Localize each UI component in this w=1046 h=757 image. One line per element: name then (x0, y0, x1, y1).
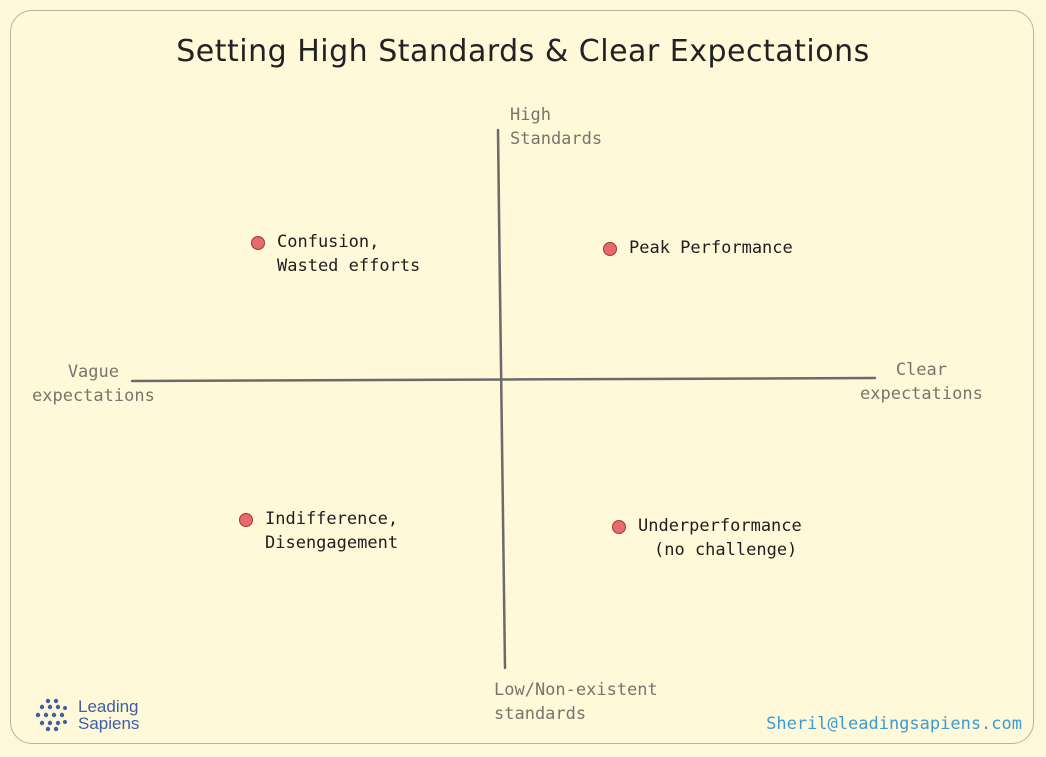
dot-marker (612, 520, 626, 534)
logo-text: Leading Sapiens (78, 697, 140, 733)
axis-label-top: High Standards (510, 105, 603, 149)
dot-marker (239, 513, 253, 527)
axis-label-left: Vague expectations (32, 362, 155, 406)
quadrant-label: Peak Performance (629, 238, 793, 258)
leading-sapiens-logo: Leading Sapiens (34, 697, 139, 733)
contact-email[interactable]: Sheril@leadingsapiens.com (766, 714, 1022, 734)
dot-marker (251, 236, 265, 250)
dot-grid-icon (35, 698, 67, 732)
axis-label-bottom: Low/Non-existent standards (494, 680, 658, 724)
dot-marker (603, 242, 617, 256)
quadrant-label: Underperformance (no challenge) (638, 516, 802, 560)
horizontal-axis (130, 376, 877, 383)
quadrant-label: Indifference, Disengagement (265, 509, 399, 553)
vertical-axis (496, 128, 507, 670)
diagram-title: Setting High Standards & Clear Expectati… (176, 34, 870, 69)
quadrant-label: Confusion, Wasted efforts (277, 232, 421, 276)
axis-label-right: Clear expectations (860, 360, 983, 404)
quadrant-top-right: Peak Performance (603, 236, 793, 260)
quadrant-bottom-right: Underperformance (no challenge) (612, 514, 802, 562)
quadrant-bottom-left: Indifference, Disengagement (239, 507, 398, 555)
quadrant-top-left: Confusion, Wasted efforts (251, 230, 420, 278)
